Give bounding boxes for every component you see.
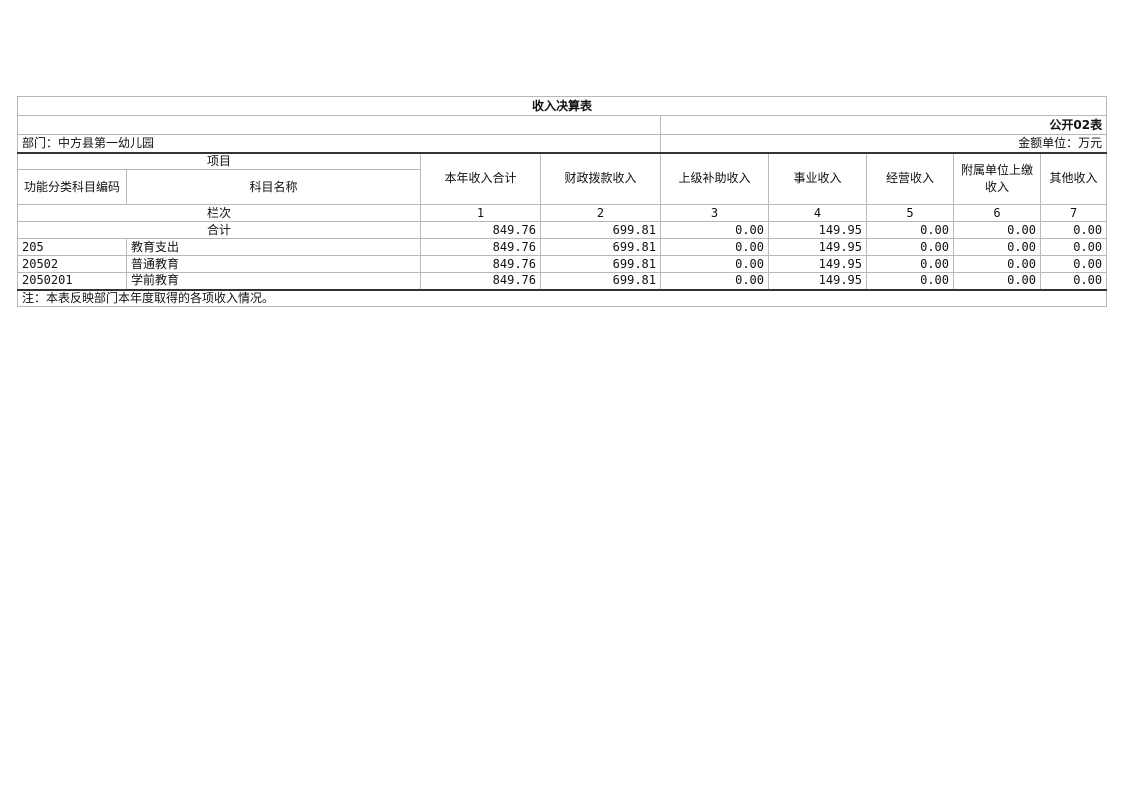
cell-value: 0.00 — [866, 272, 954, 290]
cell-value: 0.00 — [953, 221, 1041, 239]
cell-value: 0.00 — [1039, 272, 1108, 290]
cell-value: 699.81 — [540, 221, 661, 239]
cell-value: 0.00 — [953, 272, 1041, 290]
cell-code: 2050201 — [17, 272, 127, 290]
empty-cell — [17, 115, 661, 135]
income-final-accounts-table: 收入决算表 公开02表 部门：中方县第一幼儿园 金额单位：万元 项目 本年收入合… — [16, 96, 1108, 307]
column-index: 5 — [866, 204, 954, 222]
cell-name: 普通教育 — [126, 255, 421, 273]
table-row: 2050201 学前教育 849.76 699.81 0.00 149.95 0… — [17, 272, 1108, 290]
cell-value: 699.81 — [540, 272, 661, 290]
cell-value: 0.00 — [660, 221, 769, 239]
form-number: 公开02表 — [659, 115, 1108, 135]
header-col-2: 财政拨款收入 — [540, 151, 661, 205]
cell-value: 0.00 — [1039, 238, 1108, 256]
column-index: 1 — [420, 204, 541, 222]
column-index: 2 — [540, 204, 661, 222]
cell-value: 0.00 — [953, 238, 1041, 256]
cell-value: 149.95 — [768, 238, 867, 256]
cell-value: 149.95 — [768, 221, 867, 239]
cell-value: 0.00 — [866, 255, 954, 273]
cell-value: 0.00 — [660, 272, 769, 290]
header-name: 科目名称 — [126, 169, 421, 205]
cell-value: 0.00 — [866, 238, 954, 256]
cell-name: 学前教育 — [126, 272, 421, 290]
cell-value: 0.00 — [866, 221, 954, 239]
cell-value: 149.95 — [768, 272, 867, 290]
cell-value: 699.81 — [540, 238, 661, 256]
column-index: 6 — [953, 204, 1041, 222]
total-row: 合计 849.76 699.81 0.00 149.95 0.00 0.00 0… — [17, 221, 1108, 239]
column-index: 4 — [768, 204, 867, 222]
column-index-label: 栏次 — [17, 204, 421, 222]
cell-code: 205 — [17, 238, 127, 256]
cell-code: 20502 — [17, 255, 127, 273]
table-note: 注：本表反映部门本年度取得的各项收入情况。 — [16, 288, 1108, 307]
cell-value: 0.00 — [1039, 255, 1108, 273]
cell-value: 849.76 — [420, 255, 541, 273]
cell-value: 0.00 — [660, 238, 769, 256]
header-item: 项目 — [17, 151, 421, 170]
table-row: 20502 普通教育 849.76 699.81 0.00 149.95 0.0… — [17, 255, 1108, 273]
header-col-7: 其他收入 — [1039, 151, 1108, 205]
cell-value: 0.00 — [1039, 221, 1108, 239]
table-row: 205 教育支出 849.76 699.81 0.00 149.95 0.00 … — [17, 238, 1108, 256]
column-index: 7 — [1039, 204, 1108, 222]
cell-value: 699.81 — [540, 255, 661, 273]
header-col-3: 上级补助收入 — [660, 151, 769, 205]
column-index: 3 — [660, 204, 769, 222]
cell-value: 849.76 — [420, 272, 541, 290]
cell-value: 149.95 — [768, 255, 867, 273]
cell-value: 0.00 — [660, 255, 769, 273]
cell-value: 0.00 — [953, 255, 1041, 273]
header-col-5: 经营收入 — [866, 151, 954, 205]
department-label: 部门：中方县第一幼儿园 — [17, 134, 661, 153]
unit-label: 金额单位：万元 — [659, 134, 1108, 153]
cell-value: 849.76 — [420, 238, 541, 256]
header-col-1: 本年收入合计 — [420, 151, 541, 205]
table-title: 收入决算表 — [16, 96, 1108, 116]
cell-name: 教育支出 — [126, 238, 421, 256]
header-col-4: 事业收入 — [768, 151, 867, 205]
header-code: 功能分类科目编码 — [17, 169, 127, 205]
cell-value: 849.76 — [420, 221, 541, 239]
header-col-6: 附属单位上缴收入 — [953, 151, 1041, 205]
total-label: 合计 — [17, 221, 421, 239]
